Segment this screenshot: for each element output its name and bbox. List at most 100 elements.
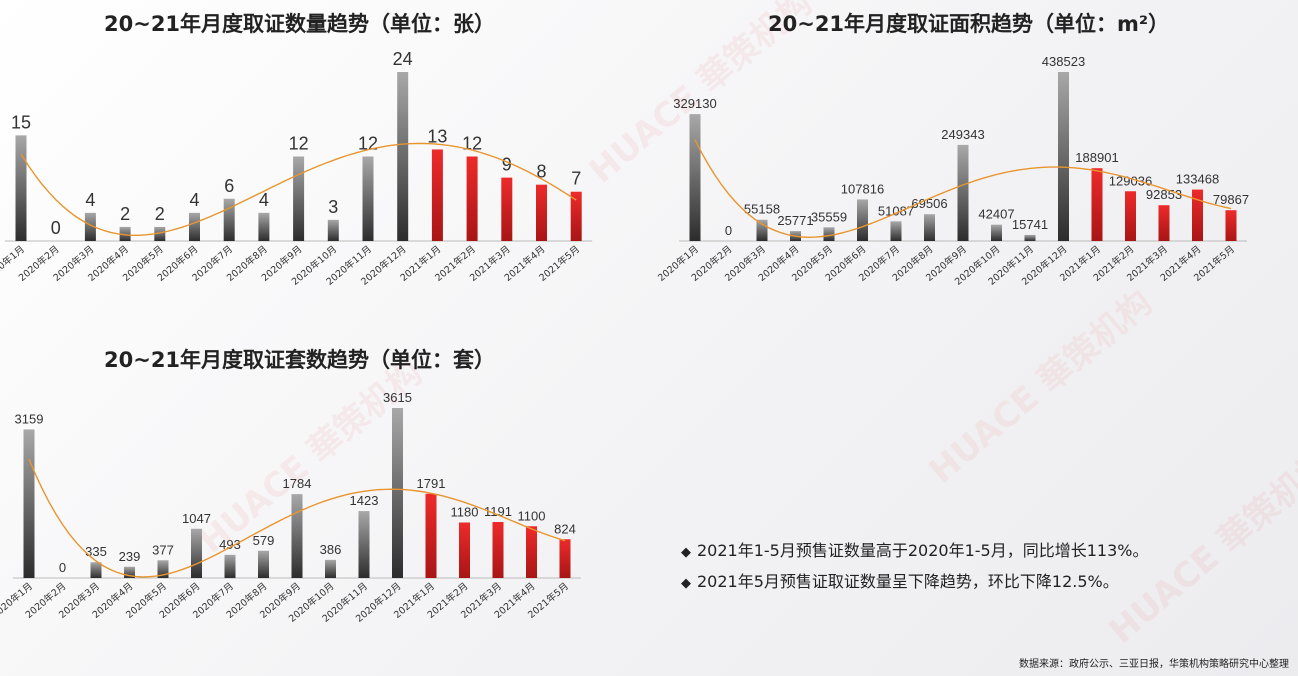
- bar: [258, 212, 270, 241]
- data-label: 25771: [777, 213, 813, 228]
- data-label: 4: [259, 190, 269, 210]
- bar: [1091, 168, 1103, 241]
- bar: [223, 198, 235, 241]
- data-label: 133468: [1176, 172, 1219, 187]
- notes-list: ◆ 2021年1-5月预售证数量高于2020年1-5月，同比增长113%。 ◆ 20…: [681, 536, 1148, 598]
- bar: [559, 539, 571, 578]
- data-label: 2: [120, 204, 130, 224]
- bar: [397, 72, 409, 241]
- data-label: 335: [85, 544, 107, 559]
- data-label: 0: [725, 223, 732, 238]
- data-label: 79867: [1213, 192, 1249, 207]
- bar: [157, 560, 169, 578]
- data-label: 13: [427, 126, 447, 146]
- data-label: 1047: [182, 511, 211, 526]
- bar: [526, 526, 537, 578]
- bar: [23, 429, 35, 578]
- data-label: 3615: [383, 390, 412, 405]
- data-label: 92853: [1146, 187, 1182, 202]
- data-label: 329130: [673, 96, 716, 111]
- data-label: 386: [320, 542, 342, 557]
- bar: [291, 494, 303, 578]
- data-label: 0: [51, 218, 61, 238]
- data-label: 249343: [941, 127, 984, 142]
- data-label: 4: [85, 190, 95, 210]
- bar: [466, 156, 478, 241]
- data-label: 7: [571, 169, 581, 189]
- data-label: 579: [253, 533, 275, 548]
- data-label: 6: [224, 176, 234, 196]
- data-label: 24: [393, 49, 413, 69]
- area-bar-chart: 3291302020年1月02020年2月551582020年3月2577120…: [655, 54, 1249, 288]
- bar: [991, 224, 1002, 241]
- note-item: ◆ 2021年5月预售证取证数量呈下降趋势，环比下降12.5%。: [681, 567, 1148, 598]
- data-label: 438523: [1042, 54, 1085, 69]
- bar: [570, 191, 582, 241]
- data-label: 377: [152, 542, 174, 557]
- bar: [224, 554, 236, 578]
- area-chart-title: 20~21年月度取证面积趋势（单位：m²）: [768, 12, 1170, 36]
- bar: [501, 177, 513, 241]
- data-label: 2: [155, 204, 165, 224]
- bar: [392, 408, 403, 578]
- data-label: 12: [289, 134, 309, 154]
- bar: [327, 219, 339, 241]
- bar: [425, 493, 437, 578]
- data-source: 数据来源：政府公示、三亚日报，华策机构策略研究中心整理: [1019, 659, 1289, 670]
- data-label: 51087: [878, 203, 914, 218]
- bar: [857, 199, 868, 241]
- bar: [536, 184, 547, 241]
- data-label: 129036: [1109, 173, 1152, 188]
- data-label: 15: [11, 112, 31, 132]
- data-label: 8: [536, 162, 546, 182]
- trend-line: [20, 142, 577, 236]
- bar: [689, 114, 701, 241]
- bar: [119, 226, 131, 241]
- bar: [1158, 205, 1170, 241]
- bar: [362, 156, 374, 241]
- bar: [154, 226, 166, 241]
- data-label: 3159: [15, 411, 44, 426]
- sets-bar-chart: 31592020年1月02020年2月3352020年3月2392020年4月3…: [0, 390, 581, 625]
- data-label: 1784: [283, 476, 312, 491]
- bar: [1024, 234, 1036, 241]
- bar: [90, 562, 102, 578]
- count-bar-chart: 152020年1月02020年2月42020年3月22020年4月22020年5…: [0, 49, 593, 288]
- data-label: 35559: [811, 209, 847, 224]
- note-item: ◆ 2021年1-5月预售证数量高于2020年1-5月，同比增长113%。: [681, 536, 1148, 567]
- data-label: 15741: [1012, 217, 1048, 232]
- bar: [124, 566, 135, 578]
- bar: [325, 559, 336, 578]
- bar: [924, 214, 935, 241]
- data-label: 1791: [417, 476, 446, 491]
- bar: [84, 212, 96, 241]
- note-text: 2021年5月预售证取证数量呈下降趋势，环比下降12.5%。: [697, 572, 1119, 591]
- bar: [459, 522, 470, 578]
- data-label: 1100: [518, 508, 546, 523]
- data-label: 1191: [484, 504, 512, 519]
- bar: [15, 135, 27, 241]
- note-text: 2021年1-5月预售证数量高于2020年1-5月，同比增长113%。: [697, 541, 1149, 560]
- bar: [1192, 189, 1203, 241]
- trend-line: [28, 458, 566, 578]
- data-label: 188901: [1075, 150, 1118, 165]
- data-label: 3: [328, 197, 338, 217]
- data-label: 239: [119, 549, 141, 564]
- diamond-bullet-icon: ◆: [681, 545, 691, 560]
- bar: [293, 156, 305, 241]
- bar: [358, 511, 370, 578]
- bar: [492, 521, 504, 578]
- bar: [756, 219, 768, 241]
- data-label: 42407: [978, 207, 1014, 222]
- bar: [1125, 191, 1136, 241]
- count-chart-title: 20~21年月度取证数量趋势（单位：张）: [104, 12, 496, 36]
- data-label: 493: [219, 537, 241, 552]
- data-label: 1180: [451, 505, 479, 520]
- trend-line: [694, 139, 1232, 239]
- diamond-bullet-icon: ◆: [681, 576, 691, 591]
- bar: [957, 144, 969, 241]
- bar: [258, 550, 269, 578]
- bar: [890, 221, 902, 241]
- bar: [189, 212, 200, 241]
- data-label: 824: [554, 521, 576, 536]
